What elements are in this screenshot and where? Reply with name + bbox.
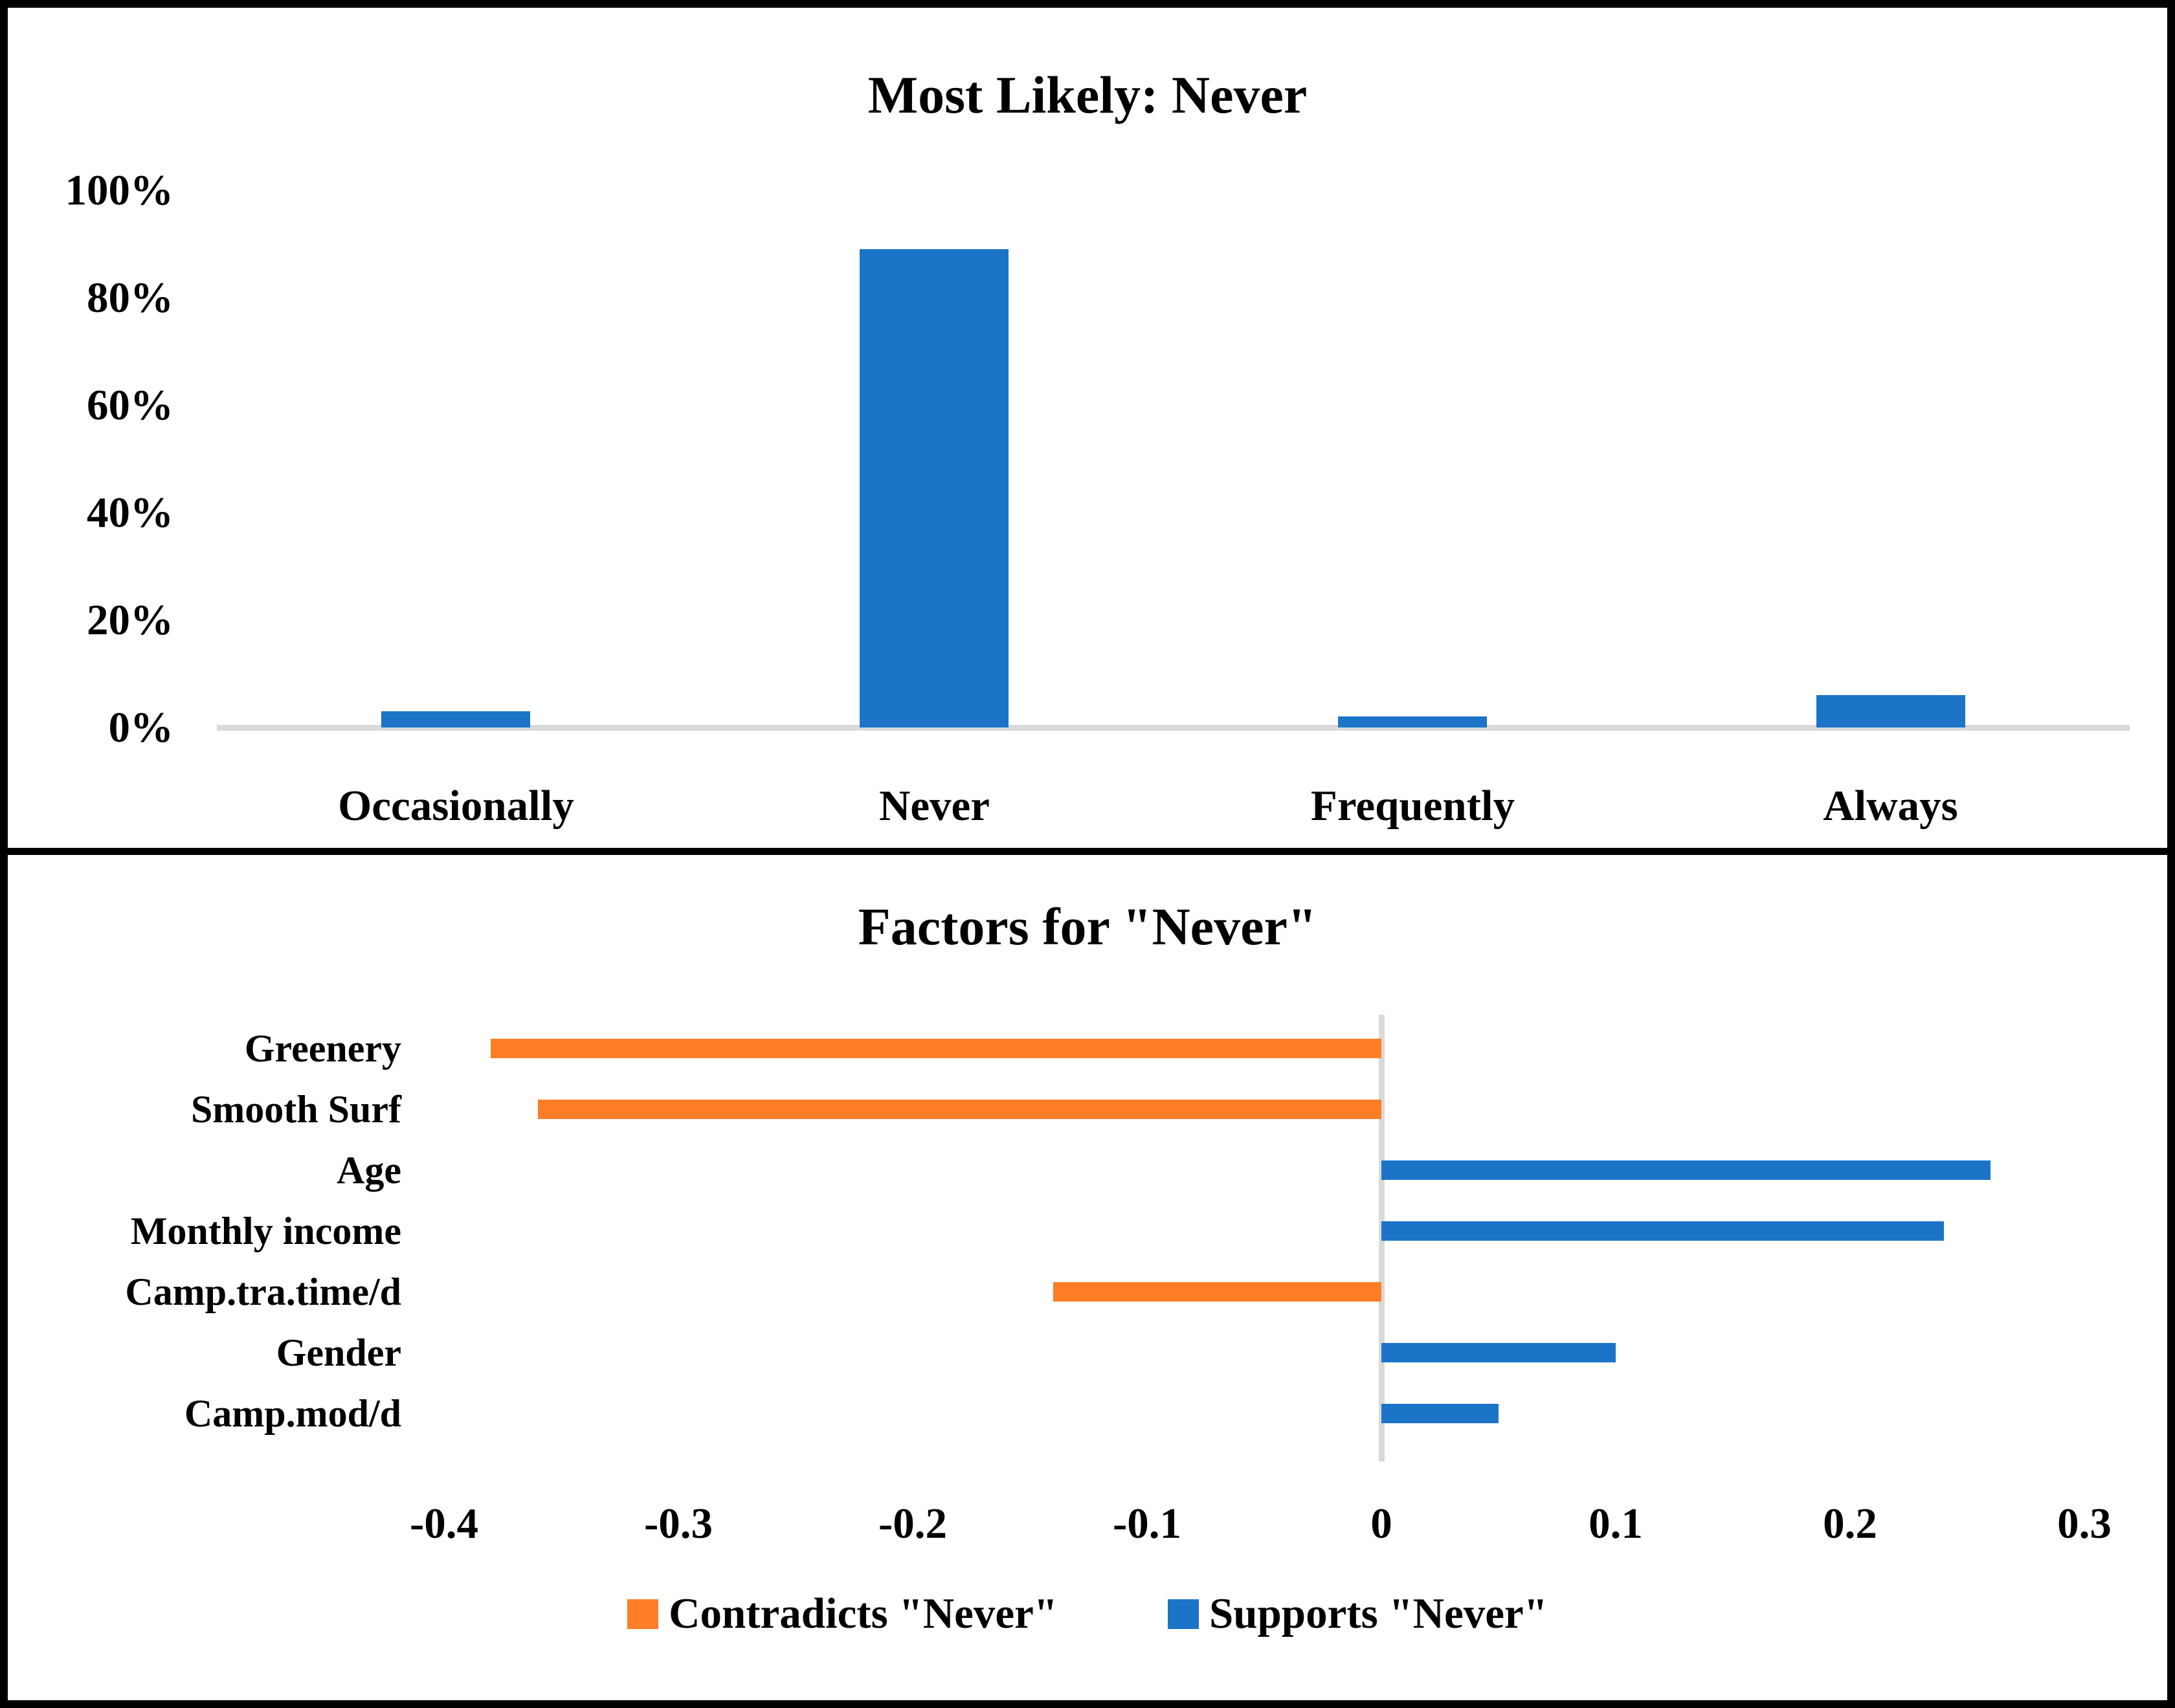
top-y-tick-label: 80% [87, 274, 173, 322]
bottom-bar-greenery [491, 1039, 1381, 1058]
top-y-tick-label: 40% [87, 489, 173, 537]
bottom-bar-smooth-surf [538, 1100, 1381, 1119]
bottom-category-label: Gender [276, 1331, 401, 1374]
bottom-x-tick-label: 0.3 [2057, 1500, 2112, 1547]
bottom-chart-title: Factors for "Never" [858, 897, 1317, 956]
bottom-bar-camp-mod-d [1381, 1404, 1499, 1423]
bottom-category-label: Smooth Surf [190, 1088, 401, 1131]
bottom-bar-monthly-income [1381, 1221, 1944, 1241]
top-bar-never [860, 249, 1009, 727]
bottom-x-tick-label: -0.2 [878, 1500, 948, 1547]
bottom-category-label: Greenery [244, 1027, 401, 1070]
legend-label-positive: Supports "Never" [1209, 1590, 1548, 1637]
top-bar-occasionally [381, 711, 530, 727]
bottom-bar-camp-tra-time-d [1053, 1282, 1381, 1302]
top-y-tick-label: 60% [87, 381, 173, 429]
top-x-axis-line [217, 724, 2130, 731]
bottom-bar-gender [1381, 1343, 1616, 1362]
top-y-tick-label: 20% [87, 596, 173, 644]
top-category-label: Always [1823, 782, 1958, 830]
bottom-x-tick-label: -0.3 [643, 1500, 713, 1547]
bottom-x-tick-label: 0 [1370, 1500, 1392, 1547]
bottom-x-tick-label: 0.1 [1589, 1500, 1643, 1547]
top-bar-frequently [1338, 716, 1487, 727]
bottom-x-tick-label: -0.4 [409, 1500, 479, 1547]
legend-label-negative: Contradicts "Never" [669, 1590, 1058, 1637]
bottom-category-label: Camp.tra.time/d [125, 1270, 401, 1313]
top-y-tick-label: 0% [108, 704, 174, 751]
bottom-x-tick-label: 0.2 [1823, 1500, 1877, 1547]
bottom-bar-age [1381, 1160, 1991, 1180]
top-category-label: Occasionally [338, 782, 574, 830]
bottom-x-tick-label: -0.1 [1112, 1500, 1182, 1547]
legend: Contradicts "Never" Supports "Never" [0, 1589, 2175, 1639]
panel-divider [0, 848, 2175, 855]
legend-swatch-negative [627, 1599, 659, 1629]
top-category-label: Frequently [1310, 782, 1515, 830]
top-category-label: Never [878, 782, 990, 830]
top-bar-always [1816, 695, 1965, 727]
top-chart-title: Most Likely: Never [867, 65, 1308, 124]
legend-item-negative: Contradicts "Never" [627, 1589, 1058, 1639]
legend-item-positive: Supports "Never" [1168, 1589, 1548, 1639]
legend-swatch-positive [1168, 1599, 1199, 1629]
top-y-tick-label: 100% [65, 166, 174, 214]
bottom-category-label: Monthly income [130, 1210, 401, 1252]
bottom-category-label: Age [337, 1149, 401, 1192]
bottom-category-label: Camp.mod/d [184, 1392, 401, 1435]
